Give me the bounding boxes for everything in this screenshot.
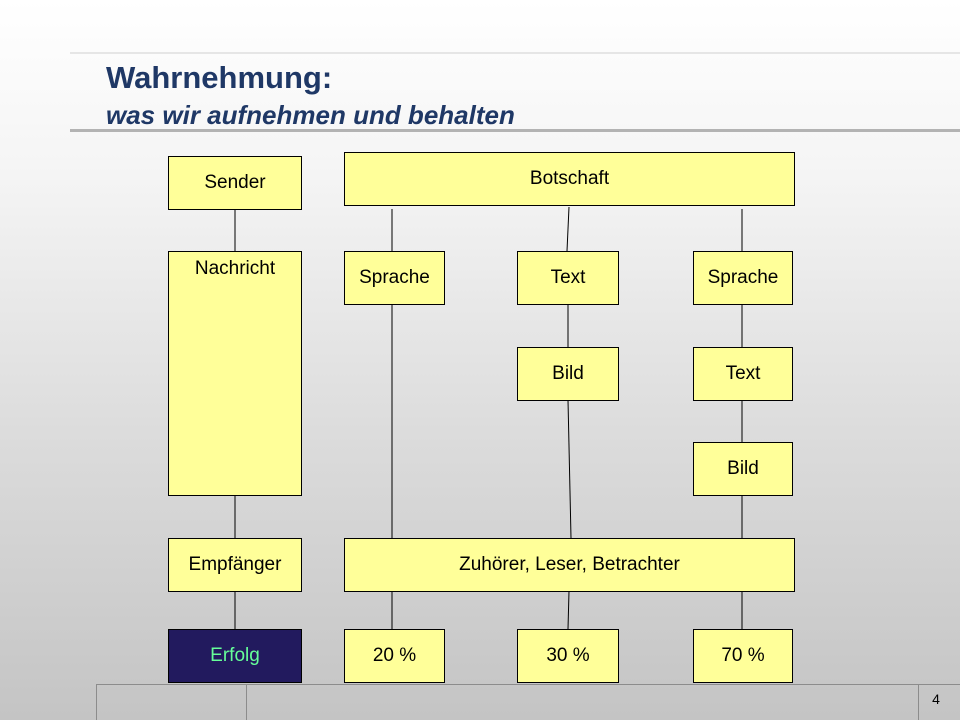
text-box-1: Text [517, 251, 619, 305]
percent-box-2: 30 % [517, 629, 619, 683]
empfaenger-box: Empfänger [168, 538, 302, 592]
bild-box-2: Bild [693, 442, 793, 496]
erfolg-box: Erfolg [168, 629, 302, 683]
connector-botschaft-text-1 [566, 206, 570, 252]
page-number: 4 [932, 691, 940, 707]
sprache-box-1: Sprache [344, 251, 445, 305]
connector-zuhoerer-pct-2 [567, 590, 570, 630]
page-title: Wahrnehmung: [106, 60, 333, 95]
title-bar [70, 52, 960, 132]
connector-bild-1-zuhoerer [567, 399, 572, 539]
footer-divider [918, 685, 919, 720]
footer-divider [246, 685, 247, 720]
percent-box-3: 70 % [693, 629, 793, 683]
bild-box-1: Bild [517, 347, 619, 401]
percent-box-1: 20 % [344, 629, 445, 683]
text-box-2: Text [693, 347, 793, 401]
footer-divider [96, 685, 97, 720]
page-subtitle: was wir aufnehmen und behalten [106, 100, 515, 130]
zuhoerer-box: Zuhörer, Leser, Betrachter [344, 538, 795, 592]
footer-bar [96, 684, 960, 720]
nachricht-box: Nachricht [168, 251, 302, 496]
sender-box: Sender [168, 156, 302, 210]
botschaft-box: Botschaft [344, 152, 795, 206]
sprache-box-2: Sprache [693, 251, 793, 305]
